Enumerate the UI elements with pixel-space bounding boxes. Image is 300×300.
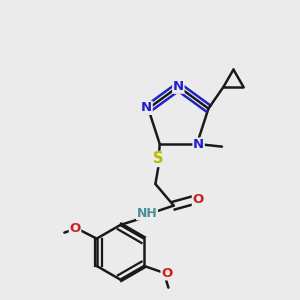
Text: N: N: [173, 80, 184, 93]
Text: S: S: [154, 152, 164, 166]
Text: O: O: [69, 222, 81, 235]
Text: O: O: [161, 267, 172, 280]
Text: N: N: [141, 101, 152, 114]
Text: O: O: [192, 193, 204, 206]
Text: N: N: [193, 138, 204, 151]
Text: NH: NH: [137, 207, 158, 220]
